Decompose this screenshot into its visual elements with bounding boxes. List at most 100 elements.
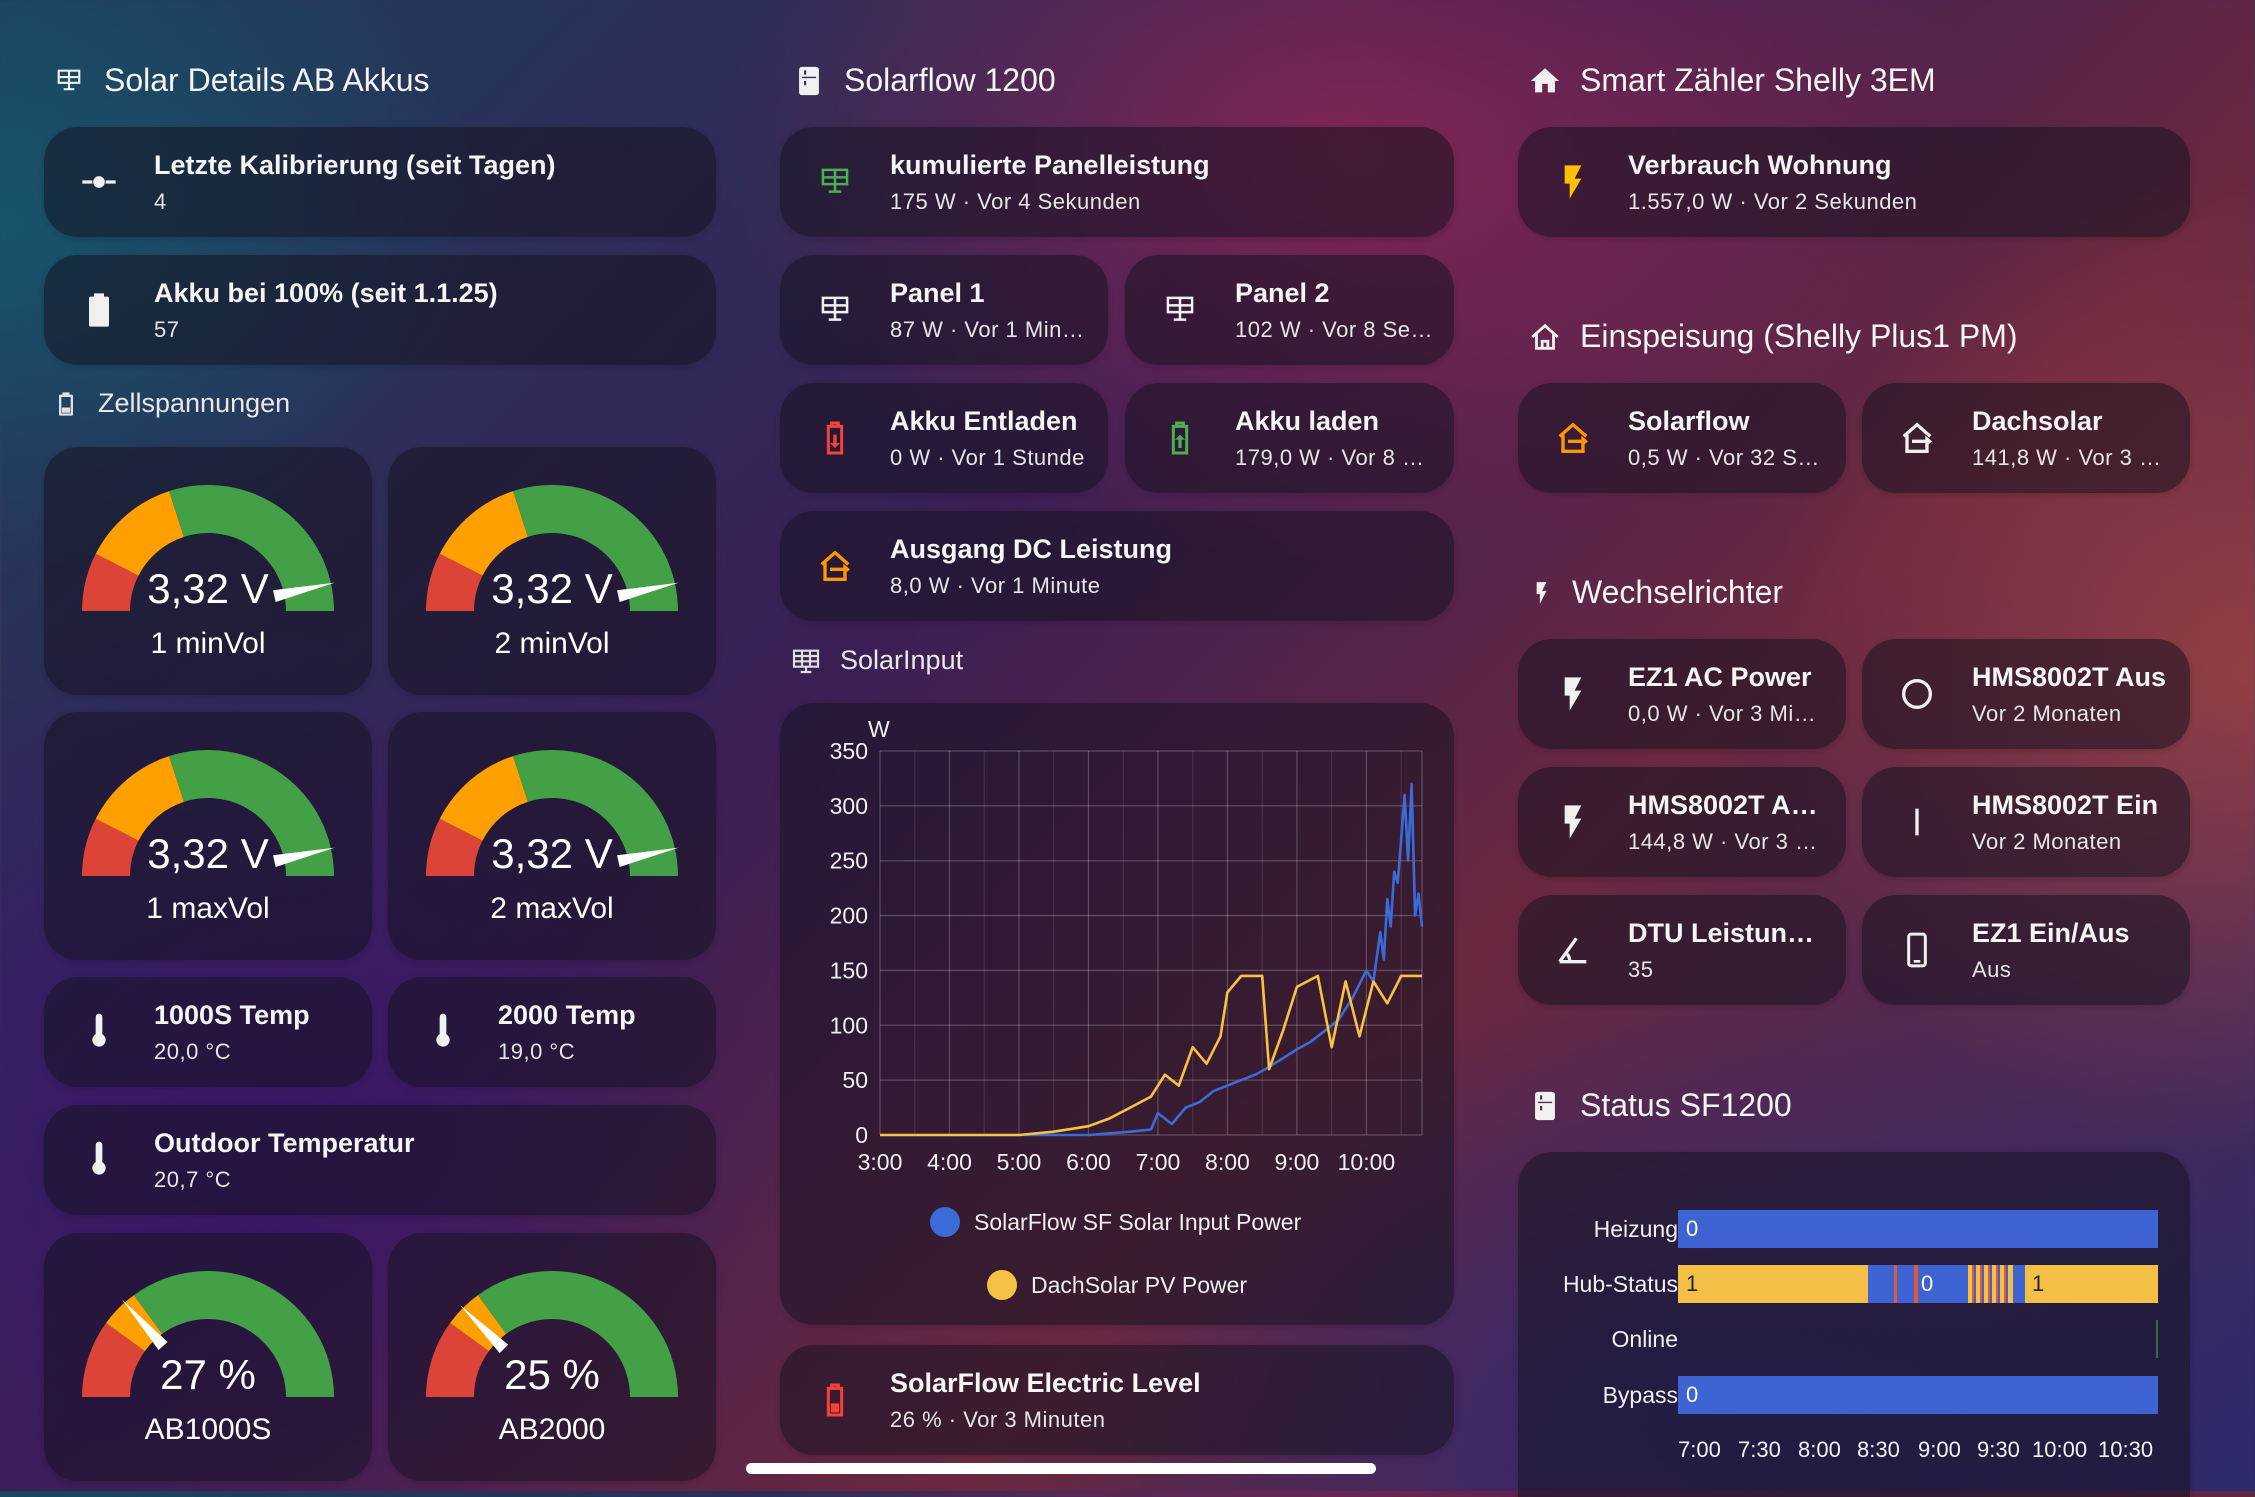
electric-level-tile[interactable]: SolarFlow Electric Level 26 % · Vor 3 Min… xyxy=(780,1345,1454,1455)
thermometer-icon xyxy=(92,1141,106,1175)
ez1-onoff-name: EZ1 Ein/Aus xyxy=(1972,917,2130,948)
timeline-bar-online[interactable] xyxy=(1678,1320,2158,1358)
x-tick-label: 4:00 xyxy=(927,1149,972,1175)
gauge-segment xyxy=(95,756,184,841)
gauge-segment xyxy=(477,1271,678,1397)
solar-grid-icon xyxy=(792,649,820,674)
battery-charge-icon xyxy=(1171,421,1189,455)
gauge-segment xyxy=(82,818,139,876)
cells-section-title: Zellspannungen xyxy=(52,388,290,419)
status-timeline-card[interactable]: Heizung Hub-Status Online Bypass 0 1 0 1… xyxy=(1518,1152,2190,1497)
solar-input-chart-card[interactable]: 0 50 100 150 200 250 300 350 3:00 4:00 5:00 6:00 7:0… xyxy=(780,703,1454,1325)
calibration-name: Letzte Kalibrierung (seit Tagen) xyxy=(154,149,556,180)
legend-item-sf[interactable]: SolarFlow SF Solar Input Power xyxy=(930,1207,1301,1237)
dc-output-tile[interactable]: Ausgang DC Leistung 8,0 W · Vor 1 Minute xyxy=(780,511,1454,621)
total-panel-tile[interactable]: kumulierte Panelleistung 175 W · Vor 4 Se… xyxy=(780,127,1454,237)
full-charge-tile[interactable]: Akku bei 100% (seit 1.1.25) 57 xyxy=(44,255,716,365)
temp-2000-tile[interactable]: 2000 Temp 19,0 °C xyxy=(388,977,716,1087)
timeline-row-label: Bypass xyxy=(1602,1382,1678,1408)
soc-gauge-ab2000[interactable]: 25 % AB2000 xyxy=(388,1233,716,1481)
gauge-card-1-minvol[interactable]: 3,32 V 1 minVol xyxy=(44,447,372,695)
gauge-value: 3,32 V xyxy=(491,565,613,612)
flash-icon xyxy=(1564,165,1582,199)
gauge-segment xyxy=(439,756,528,841)
flash-icon xyxy=(1564,677,1582,711)
gauge-card-1-maxvol[interactable]: 3,32 V 1 maxVol xyxy=(44,712,372,960)
temp-1000s-state: 20,0 °C xyxy=(154,1038,232,1064)
home-export-icon xyxy=(820,550,850,581)
battery-discharge-icon xyxy=(826,421,844,455)
battery-discharge-name: Akku Entladen xyxy=(890,405,1078,436)
feed-solarflow-state: 0,5 W · Vor 32 Sekunden xyxy=(1628,444,1826,470)
timeline-tick: 9:30 xyxy=(1977,1437,2020,1462)
hms-off-state: Vor 2 Monaten xyxy=(1972,700,2122,726)
thermometer-icon xyxy=(436,1013,450,1047)
dtu-limit-tile[interactable]: DTU Leistungslimit 35 xyxy=(1518,895,1846,1005)
panel-2-tile[interactable]: Panel 2 102 W · Vor 8 Sekunden xyxy=(1125,255,1454,365)
legend-item-dach[interactable]: DachSolar PV Power xyxy=(987,1270,1247,1300)
timeline-tick: 7:00 xyxy=(1678,1437,1721,1462)
timeline-tick: 8:30 xyxy=(1857,1437,1900,1462)
feed-dachsolar-name: Dachsolar xyxy=(1972,405,2103,436)
timeline-segment xyxy=(1968,1265,2008,1303)
hms-on-name: HMS8002T Ein xyxy=(1972,789,2159,820)
gauge-segment xyxy=(106,1295,163,1352)
x-tick-label: 9:00 xyxy=(1275,1149,1320,1175)
inverter-title-text: Wechselrichter xyxy=(1572,574,1784,610)
timeline-value: 0 xyxy=(1686,1216,1699,1241)
ez1-ac-power-tile[interactable]: EZ1 AC Power 0,0 W · Vor 3 Minuten xyxy=(1518,639,1846,749)
ez1-onoff-state: Aus xyxy=(1972,956,2012,982)
calibration-tile[interactable]: Letzte Kalibrierung (seit Tagen) 4 xyxy=(44,127,716,237)
soc-gauge-ab1000s[interactable]: 27 % AB1000S xyxy=(44,1233,372,1481)
gauge-segment xyxy=(169,485,334,611)
gauge-card-2-minvol[interactable]: 3,32 V 2 minVol xyxy=(388,447,716,695)
gauge-value: 3,32 V xyxy=(147,830,269,877)
feed-solarflow-tile[interactable]: Solarflow 0,5 W · Vor 32 Sekunden xyxy=(1518,383,1846,493)
fridge-icon xyxy=(1535,1091,1555,1120)
battery-discharge-state: 0 W · Vor 1 Stunde xyxy=(890,444,1085,470)
gauge-label: 2 maxVol xyxy=(490,892,614,925)
feed-dachsolar-state: 141,8 W · Vor 3 Sekunden xyxy=(1972,444,2170,470)
ez1-onoff-tile[interactable]: EZ1 Ein/Aus Aus xyxy=(1862,895,2190,1005)
thermometer-icon xyxy=(92,1013,106,1047)
battery-charge-tile[interactable]: Akku laden 179,0 W · Vor 8 Sekunden xyxy=(1125,383,1454,493)
flash-icon xyxy=(1564,805,1582,839)
solar-panel-icon xyxy=(57,69,81,90)
gauge-card-2-maxvol[interactable]: 3,32 V 2 maxVol xyxy=(388,712,716,960)
timeline-tick: 10:30 xyxy=(2098,1437,2154,1462)
battery-charge-name: Akku laden xyxy=(1235,405,1380,436)
panel-1-tile[interactable]: Panel 1 87 W · Vor 1 Minute xyxy=(780,255,1108,365)
timeline-bar-bypass[interactable]: 0 xyxy=(1678,1376,2158,1414)
outdoor-temp-tile[interactable]: Outdoor Temperatur 20,7 °C xyxy=(44,1105,716,1215)
hms-off-tile[interactable]: HMS8002T Aus Vor 2 Monaten xyxy=(1862,639,2190,749)
gauge-segment xyxy=(133,1271,334,1397)
feed-dachsolar-tile[interactable]: Dachsolar 141,8 W · Vor 3 Sekunden xyxy=(1862,383,2190,493)
timeline-segment xyxy=(2013,1265,2025,1303)
gauge-value: 3,32 V xyxy=(491,830,613,877)
gauge-segment xyxy=(426,818,483,876)
gauge-segment xyxy=(82,553,139,611)
hms-on-tile[interactable]: HMS8002T Ein Vor 2 Monaten xyxy=(1862,767,2190,877)
consumption-tile[interactable]: Verbrauch Wohnung 1.557,0 W · Vor 2 Sekun… xyxy=(1518,127,2190,237)
home-indicator[interactable] xyxy=(746,1463,1376,1474)
hms-ac-power-tile[interactable]: HMS8002T AC Power 144,8 W · Vor 3 Sekunde… xyxy=(1518,767,1846,877)
timeline-bar-hub-status[interactable]: 1 0 1 xyxy=(1678,1265,2158,1303)
temp-1000s-tile[interactable]: 1000S Temp 20,0 °C xyxy=(44,977,372,1087)
timeline-segment xyxy=(1914,1265,1918,1303)
x-tick-label: 8:00 xyxy=(1205,1149,1250,1175)
gauge-segment xyxy=(439,491,528,576)
timeline-bar-heizung[interactable]: 0 xyxy=(1678,1210,2158,1248)
gauge-needle xyxy=(273,847,335,868)
battery-outline-icon xyxy=(59,391,73,416)
total-panel-state: 175 W · Vor 4 Sekunden xyxy=(890,188,1141,214)
home-icon xyxy=(1530,67,1560,92)
gauge-arc xyxy=(82,750,335,876)
battery-discharge-tile[interactable]: Akku Entladen 0 W · Vor 1 Stunde xyxy=(780,383,1108,493)
left-title-text: Solar Details AB Akkus xyxy=(104,62,430,98)
battery-low-icon xyxy=(826,1383,844,1417)
timeline-tick: 10:00 xyxy=(2032,1437,2088,1462)
timeline-tick: 7:30 xyxy=(1738,1437,1781,1462)
gauge-label: AB2000 xyxy=(498,1413,606,1446)
dc-output-name: Ausgang DC Leistung xyxy=(890,533,1172,564)
x-tick-label: 10:00 xyxy=(1338,1149,1396,1175)
